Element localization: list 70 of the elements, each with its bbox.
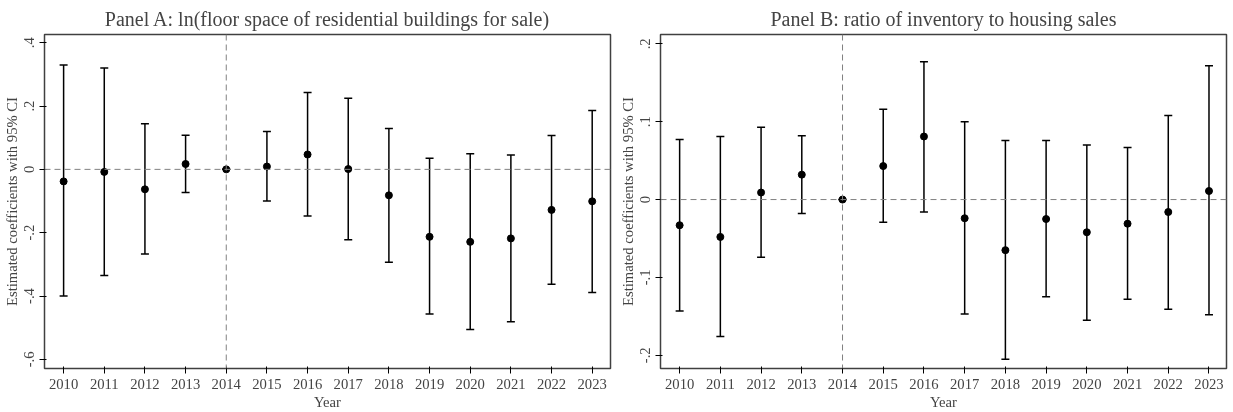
y-tick-label: 0 [637, 195, 654, 204]
x-tick-label: 2015 [868, 375, 898, 392]
x-tick-label: 2019 [1031, 375, 1061, 392]
y-axis-title: Estimated coefficients with 95% CI [3, 96, 20, 306]
x-tick-label: 2017 [333, 375, 363, 392]
x-tick-label: 2018 [374, 375, 404, 392]
y-tick-label: .4 [21, 36, 38, 49]
x-tick-label: 2018 [990, 375, 1021, 392]
point [1042, 215, 1051, 224]
x-tick-label: 2013 [170, 375, 201, 392]
point [466, 237, 475, 246]
x-tick-label: 2012 [130, 375, 160, 392]
point [547, 205, 556, 214]
x-axis-title: Year [930, 393, 958, 410]
x-tick-label: 2014 [211, 375, 242, 392]
point [181, 159, 190, 168]
point [384, 191, 393, 200]
point [757, 188, 766, 197]
y-tick-label: .2 [637, 38, 654, 50]
x-tick-label: 2022 [1153, 375, 1183, 392]
y-tick-label: .1 [637, 116, 654, 128]
x-tick-label: 2020 [1072, 375, 1102, 392]
x-tick-label: 2017 [950, 375, 980, 392]
x-tick-label: 2010 [48, 375, 79, 392]
x-tick-label: 2011 [705, 375, 735, 392]
point [1164, 208, 1173, 216]
x-tick-label: 2023 [577, 375, 607, 392]
x-tick-label: 2013 [787, 375, 817, 392]
x-tick-label: 2014 [827, 375, 858, 392]
point [1123, 219, 1132, 228]
x-tick-label: 2011 [89, 375, 119, 392]
x-tick-label: 2016 [909, 375, 939, 392]
point [1082, 228, 1091, 237]
x-tick-label: 2023 [1194, 375, 1224, 392]
point [100, 167, 109, 176]
x-tick-label: 2021 [496, 375, 526, 392]
x-axis-title: Year [314, 393, 342, 410]
y-tick-label: -.2 [637, 347, 654, 364]
point [1204, 187, 1213, 195]
point [262, 162, 271, 171]
x-tick-label: 2022 [536, 375, 567, 392]
point [303, 150, 312, 159]
x-tick-label: 2019 [414, 375, 445, 392]
point [1001, 246, 1010, 255]
y-tick-label: -.2 [21, 224, 38, 241]
x-tick-label: 2021 [1112, 375, 1143, 392]
point [797, 170, 806, 179]
y-tick-label: 0 [21, 165, 38, 174]
point [59, 177, 68, 186]
point [879, 162, 888, 171]
x-tick-label: 2010 [664, 375, 695, 392]
point [960, 214, 969, 223]
point [506, 234, 515, 243]
y-tick-label: .2 [21, 100, 38, 112]
point [919, 132, 928, 141]
point [140, 185, 149, 194]
chart-title: Panel B: ratio of inventory to housing sales [770, 7, 1117, 31]
y-tick-label: -.1 [637, 269, 654, 286]
x-tick-label: 2016 [292, 375, 323, 392]
y-axis-title: Estimated coefficients with 95% CI [619, 96, 636, 306]
x-tick-label: 2012 [746, 375, 776, 392]
chart-title: Panel A: ln(floor space of residential buildings for sale) [104, 7, 550, 31]
point [716, 232, 725, 241]
x-tick-label: 2015 [252, 375, 282, 392]
point [588, 197, 597, 206]
y-tick-label: -.4 [21, 287, 38, 304]
y-tick-label: -.6 [21, 351, 38, 368]
point [425, 232, 434, 241]
x-tick-label: 2020 [455, 375, 485, 392]
point [675, 221, 684, 230]
